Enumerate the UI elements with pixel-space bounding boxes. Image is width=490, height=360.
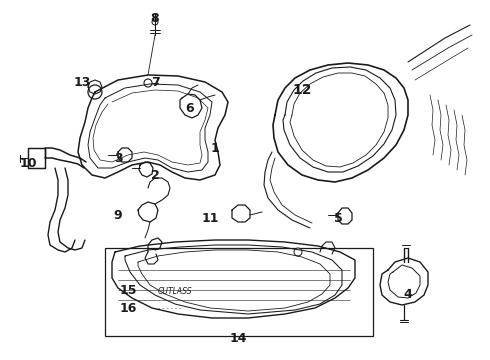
Text: 6: 6 [186,102,195,114]
Text: CUTLASS: CUTLASS [158,288,193,297]
Text: 16: 16 [119,302,137,315]
Circle shape [144,79,152,87]
Text: 1: 1 [211,141,220,154]
Text: 10: 10 [19,157,37,170]
Circle shape [294,248,302,256]
Bar [28,148,45,168]
Text: 2: 2 [150,168,159,181]
Text: 4: 4 [404,288,413,302]
Text: 5: 5 [334,212,343,225]
Bar [105,248,373,336]
Text: 11: 11 [201,212,219,225]
Text: 7: 7 [150,76,159,89]
Text: 13: 13 [74,76,91,89]
Text: - - - - - -: - - - - - - [158,306,181,310]
Text: 9: 9 [114,208,122,221]
Text: 8: 8 [151,12,159,24]
Text: 12: 12 [292,83,312,97]
Circle shape [152,19,158,25]
Text: 3: 3 [114,152,122,165]
Circle shape [88,85,102,99]
Text: 15: 15 [119,284,137,297]
Text: 14: 14 [229,332,247,345]
